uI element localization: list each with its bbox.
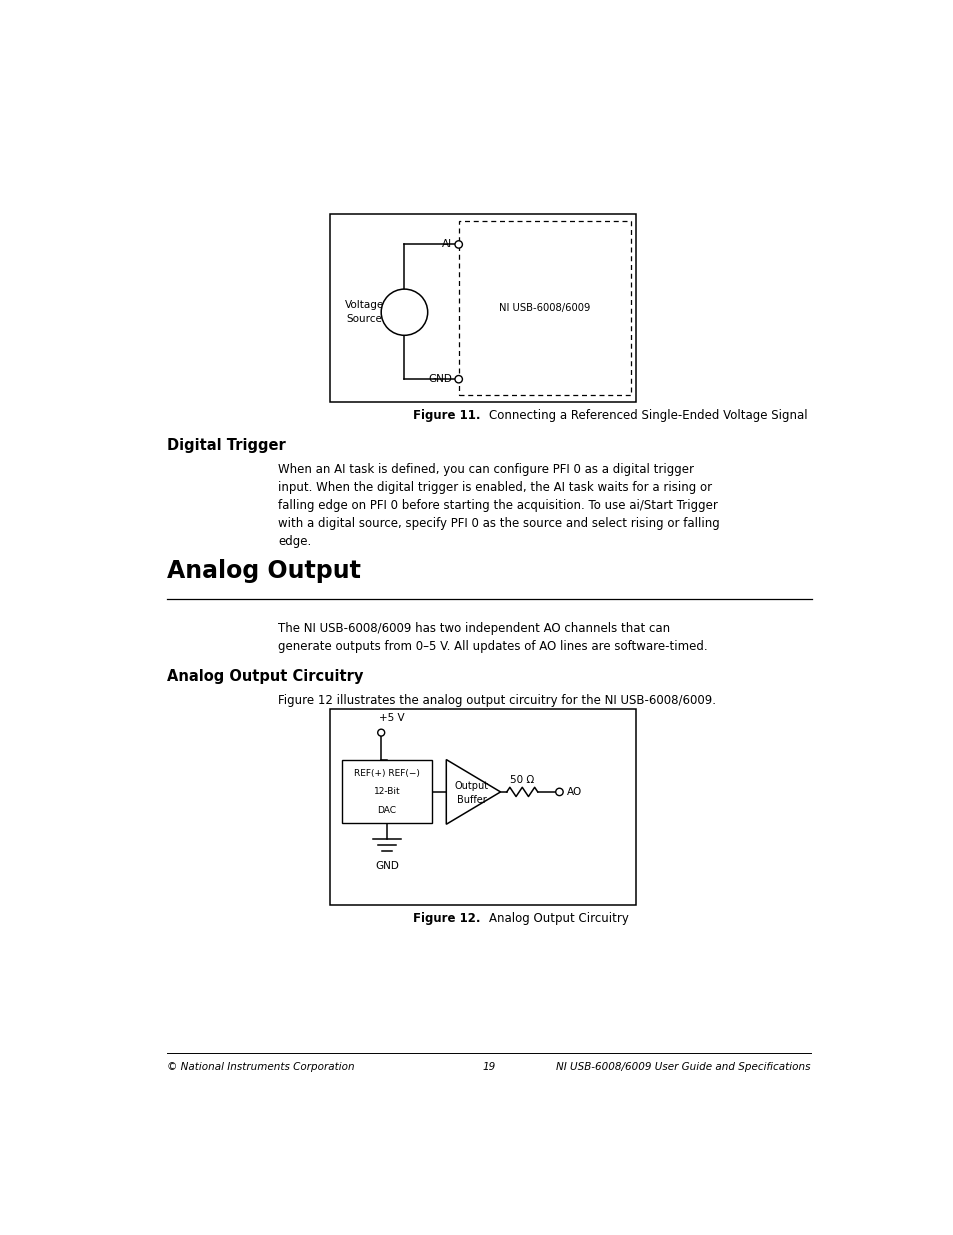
Text: DAC: DAC bbox=[377, 806, 396, 815]
Text: © National Instruments Corporation: © National Instruments Corporation bbox=[167, 1062, 355, 1072]
Text: 50 Ω: 50 Ω bbox=[510, 776, 534, 785]
Text: When an AI task is defined, you can configure PFI 0 as a digital trigger
input. : When an AI task is defined, you can conf… bbox=[278, 463, 720, 548]
Text: GND: GND bbox=[428, 374, 452, 384]
Bar bbox=[330, 709, 636, 905]
Bar bbox=[330, 214, 636, 403]
Text: Analog Output: Analog Output bbox=[167, 558, 361, 583]
Text: NI USB-6008/6009: NI USB-6008/6009 bbox=[498, 303, 590, 312]
Circle shape bbox=[377, 729, 384, 736]
Text: −: − bbox=[399, 314, 409, 324]
Text: Figure 12 illustrates the analog output circuitry for the NI USB-6008/6009.: Figure 12 illustrates the analog output … bbox=[278, 694, 716, 708]
Bar bbox=[458, 221, 630, 395]
Text: Buffer: Buffer bbox=[456, 794, 486, 805]
Text: 19: 19 bbox=[482, 1062, 495, 1072]
Text: REF(+) REF(−): REF(+) REF(−) bbox=[354, 769, 419, 778]
Text: Analog Output Circuitry: Analog Output Circuitry bbox=[167, 669, 363, 684]
Circle shape bbox=[455, 375, 462, 383]
Text: Analog Output Circuitry: Analog Output Circuitry bbox=[488, 913, 628, 925]
Circle shape bbox=[381, 289, 427, 336]
Text: +: + bbox=[399, 300, 409, 310]
Text: Connecting a Referenced Single-Ended Voltage Signal: Connecting a Referenced Single-Ended Vol… bbox=[488, 409, 806, 422]
Text: Figure 12.: Figure 12. bbox=[413, 913, 488, 925]
Text: NI USB-6008/6009 User Guide and Specifications: NI USB-6008/6009 User Guide and Specific… bbox=[556, 1062, 810, 1072]
Text: +5 V: +5 V bbox=[379, 713, 404, 722]
Text: AI: AI bbox=[442, 240, 452, 249]
Bar bbox=[342, 761, 431, 824]
Text: Digital Trigger: Digital Trigger bbox=[167, 438, 286, 453]
Text: Figure 11.: Figure 11. bbox=[413, 409, 488, 422]
Circle shape bbox=[455, 241, 462, 248]
Text: Output: Output bbox=[455, 781, 489, 790]
Circle shape bbox=[556, 788, 562, 795]
Text: 12-Bit: 12-Bit bbox=[374, 788, 400, 797]
Text: Voltage: Voltage bbox=[344, 300, 383, 310]
Text: Source: Source bbox=[346, 314, 382, 324]
Text: GND: GND bbox=[375, 861, 398, 871]
Text: The NI USB-6008/6009 has two independent AO channels that can
generate outputs f: The NI USB-6008/6009 has two independent… bbox=[278, 621, 707, 653]
Text: AO: AO bbox=[567, 787, 582, 797]
